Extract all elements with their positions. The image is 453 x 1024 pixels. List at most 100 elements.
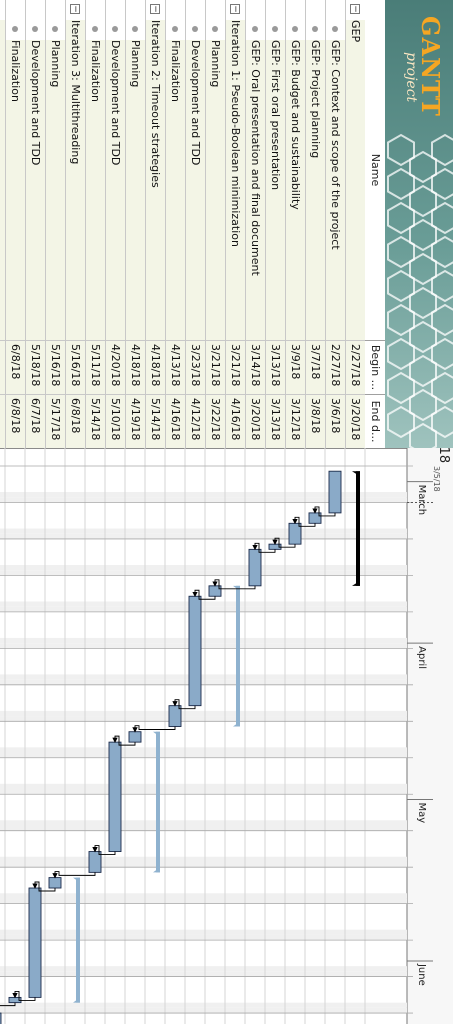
task-end-date[interactable]: 6/7/18 — [26, 394, 45, 448]
task-end-date[interactable]: 5/14/18 — [146, 394, 165, 448]
group-summary-bar — [356, 471, 360, 586]
task-name[interactable]: Finalization — [86, 40, 105, 340]
hex-decoration — [387, 235, 415, 269]
task-name[interactable]: Planning — [126, 40, 145, 340]
weekend-column — [0, 861, 407, 868]
task-end-date[interactable]: 3/13/18 — [266, 394, 285, 448]
task-name[interactable]: GEP: Context and scope of the project — [326, 40, 345, 340]
weekend-column — [0, 679, 407, 685]
task-row[interactable]: Finalization 5/11/18 5/14/18 — [85, 0, 105, 448]
column-header-end[interactable]: End d... — [365, 394, 385, 448]
task-row[interactable]: Development and TDD 3/23/18 4/12/18 — [185, 0, 205, 448]
task-row[interactable]: GEP: Oral presentation and final documen… — [245, 0, 265, 448]
task-begin-date[interactable]: 5/18/18 — [26, 340, 45, 394]
task-end-date[interactable]: 3/6/18 — [326, 394, 345, 448]
task-end-date[interactable]: 5/10/18 — [106, 394, 125, 448]
task-begin-date[interactable]: 3/9/18 — [286, 340, 305, 394]
task-row[interactable]: − Iteration 2: Timeout strategies 4/18/18 5… — [145, 0, 165, 448]
task-name[interactable]: Development and TDD — [26, 40, 45, 340]
task-name[interactable]: GEP — [346, 20, 365, 340]
task-row[interactable]: Planning 3/21/18 3/22/18 — [205, 0, 225, 448]
task-row[interactable]: Planning 5/16/18 5/17/18 — [45, 0, 65, 448]
task-name[interactable]: Iteration 1: Pseudo-Boolean minimization — [226, 20, 245, 340]
task-begin-date[interactable]: 6/8/18 — [6, 340, 25, 394]
task-row[interactable]: − GEP 2/27/18 3/20/18 — [345, 0, 365, 448]
task-row[interactable]: Final stage 6/11/18 6/20/18 — [0, 0, 5, 448]
task-end-date[interactable]: 5/14/18 — [86, 394, 105, 448]
weekend-column — [0, 752, 407, 758]
task-row[interactable]: Development and TDD 4/20/18 5/10/18 — [105, 0, 125, 448]
task-begin-date[interactable]: 3/23/18 — [186, 340, 205, 394]
column-headers: Name Begin ... End d... — [365, 0, 385, 448]
column-header-begin[interactable]: Begin ... — [365, 340, 385, 394]
task-begin-date[interactable]: 2/27/18 — [326, 340, 345, 394]
task-end-date[interactable]: 4/12/18 — [186, 394, 205, 448]
task-name[interactable]: Finalization — [6, 40, 25, 340]
task-row[interactable]: Planning 4/18/18 4/19/18 — [125, 0, 145, 448]
task-name[interactable]: GEP: First oral presentation — [266, 40, 285, 340]
task-name[interactable]: Iteration 2: Timeout strategies — [146, 20, 165, 340]
task-row[interactable]: GEP: First oral presentation 3/13/18 3/13/… — [265, 0, 285, 448]
month-label: April — [416, 646, 427, 669]
task-bar — [48, 877, 62, 889]
task-end-date[interactable]: 3/8/18 — [306, 394, 325, 448]
task-begin-date[interactable]: 3/13/18 — [266, 340, 285, 394]
task-row[interactable]: GEP: Project planning 3/7/18 3/8/18 — [305, 0, 325, 448]
task-name[interactable]: Planning — [206, 40, 225, 340]
collapse-toggle-icon[interactable]: − — [230, 4, 240, 14]
task-end-date[interactable]: 6/8/18 — [66, 394, 85, 448]
column-header-name[interactable]: Name — [369, 153, 382, 187]
dependency-arrow — [112, 735, 136, 746]
group-summary-cap — [153, 731, 160, 737]
task-name[interactable]: GEP: Oral presentation and final documen… — [246, 40, 265, 340]
weekend-column — [0, 492, 407, 498]
task-end-date[interactable]: 3/12/18 — [286, 394, 305, 448]
task-row[interactable]: GEP: Context and scope of the project 2/2… — [325, 0, 345, 448]
task-end-date[interactable]: 5/17/18 — [46, 394, 65, 448]
task-row[interactable]: Development and TDD 5/18/18 6/7/18 — [25, 0, 45, 448]
task-row[interactable]: − Iteration 3: Multithreading 5/16/18 6/8/1… — [65, 0, 85, 448]
task-bullet-icon — [52, 26, 58, 32]
task-begin-date[interactable]: 3/21/18 — [206, 340, 225, 394]
task-name[interactable]: Iteration 3: Multithreading — [66, 20, 85, 340]
task-end-date[interactable]: 3/20/18 — [346, 394, 365, 448]
task-name[interactable]: Finalization — [166, 40, 185, 340]
task-name[interactable]: GEP: Project planning — [306, 40, 325, 340]
task-name[interactable]: Development and TDD — [106, 40, 125, 340]
task-end-date[interactable]: 6/8/18 — [6, 394, 25, 448]
task-begin-date[interactable]: 5/16/18 — [46, 340, 65, 394]
task-end-date[interactable]: 3/22/18 — [206, 394, 225, 448]
task-begin-date[interactable]: 4/20/18 — [106, 340, 125, 394]
task-begin-date[interactable]: 4/18/18 — [146, 340, 165, 394]
weekend-column — [0, 966, 407, 972]
task-begin-date[interactable]: 3/21/18 — [226, 340, 245, 394]
task-end-date[interactable]: 3/20/18 — [246, 394, 265, 448]
task-row[interactable]: GEP: Budget and sustainability 3/9/18 3/12… — [285, 0, 305, 448]
task-name[interactable]: GEP: Budget and sustainability — [286, 40, 305, 340]
collapse-toggle-icon[interactable]: − — [350, 4, 360, 14]
task-begin-date[interactable]: 4/18/18 — [126, 340, 145, 394]
task-row[interactable]: − Iteration 1: Pseudo-Boolean minimizatio… — [225, 0, 245, 448]
task-row[interactable]: Finalization 6/8/18 6/8/18 — [5, 0, 25, 448]
task-end-date[interactable]: 6/20/18 — [0, 394, 5, 448]
task-begin-date[interactable]: 3/14/18 — [246, 340, 265, 394]
task-begin-date[interactable]: 5/11/18 — [86, 340, 105, 394]
collapse-toggle-icon[interactable]: − — [150, 4, 160, 14]
task-begin-date[interactable]: 4/13/18 — [166, 340, 185, 394]
task-end-date[interactable]: 4/16/18 — [166, 394, 185, 448]
task-bar — [248, 548, 262, 587]
task-name[interactable]: Development and TDD — [186, 40, 205, 340]
hex-decoration — [387, 303, 415, 337]
task-end-date[interactable]: 4/19/18 — [126, 394, 145, 448]
task-end-date[interactable]: 4/16/18 — [226, 394, 245, 448]
task-name[interactable]: Planning — [46, 40, 65, 340]
task-row[interactable]: Finalization 4/13/18 4/16/18 — [165, 0, 185, 448]
task-begin-date[interactable]: 2/27/18 — [346, 340, 365, 394]
task-begin-date[interactable]: 6/11/18 — [0, 340, 5, 394]
weekend-column — [0, 1002, 407, 1008]
weekend-column — [0, 825, 407, 831]
collapse-toggle-icon[interactable]: − — [70, 4, 80, 14]
task-name[interactable]: Final stage — [0, 20, 5, 340]
task-begin-date[interactable]: 5/16/18 — [66, 340, 85, 394]
task-begin-date[interactable]: 3/7/18 — [306, 340, 325, 394]
